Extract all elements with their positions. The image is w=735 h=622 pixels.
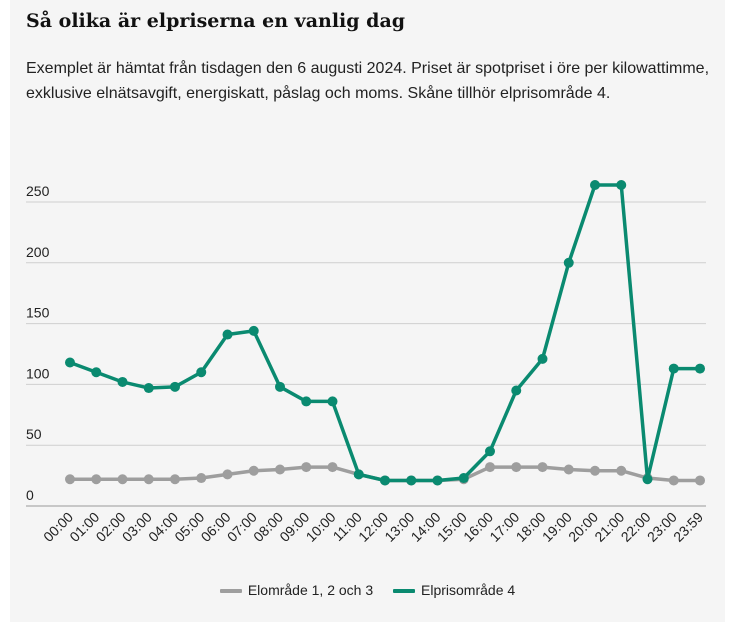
data-point-s2-5 — [196, 367, 207, 378]
data-point-s2-12 — [380, 475, 390, 486]
line-chart: 05010015020025000:0001:0002:0003:0004:00… — [26, 179, 706, 545]
y-tick-label-150: 150 — [26, 305, 50, 321]
chart-title: Så olika är elpriserna en vanlig dag — [26, 10, 406, 32]
legend-swatch-green — [393, 589, 416, 594]
data-point-s1-24 — [695, 475, 705, 486]
data-point-s1-10 — [327, 462, 338, 473]
legend-item-series-1[interactable]: Elområde 1, 2 och 3 — [219, 582, 374, 598]
data-point-s2-8 — [275, 381, 285, 392]
data-point-s2-16 — [485, 446, 495, 457]
data-point-s1-3 — [143, 474, 154, 485]
data-point-s1-2 — [117, 474, 128, 485]
y-tick-label-0: 0 — [26, 487, 34, 503]
data-point-s1-5 — [196, 473, 207, 484]
data-point-s1-19 — [563, 464, 574, 475]
y-tick-label-200: 200 — [26, 244, 50, 260]
data-point-s2-11 — [353, 469, 364, 480]
data-point-s1-8 — [275, 464, 285, 475]
chart-card: Så olika är elpriserna en vanlig dag Exe… — [10, 0, 725, 622]
data-point-s2-20 — [590, 179, 600, 190]
data-point-s1-1 — [91, 474, 102, 485]
data-point-s1-16 — [485, 462, 495, 473]
legend-item-series-2[interactable]: Elprisområde 4 — [393, 582, 515, 598]
series-line-2 — [68, 183, 702, 483]
x-tick-label-24: 23:59 — [670, 509, 706, 545]
data-point-s1-9 — [301, 462, 312, 473]
data-point-s1-17 — [511, 462, 522, 473]
chart-subtitle: Exemplet är hämtat från tisdagen den 6 a… — [26, 60, 710, 102]
data-point-s1-18 — [537, 462, 548, 473]
data-point-s2-23 — [668, 363, 679, 374]
legend-label-1: Elområde 1, 2 och 3 — [247, 582, 374, 598]
data-point-s2-18 — [537, 353, 548, 364]
data-point-s2-17 — [511, 385, 522, 396]
data-point-s2-0 — [65, 357, 75, 368]
data-point-s2-3 — [143, 383, 154, 394]
data-point-s1-23 — [668, 475, 679, 486]
data-point-s1-21 — [616, 465, 627, 476]
data-point-s1-0 — [65, 474, 75, 485]
data-point-s2-4 — [170, 381, 180, 392]
y-tick-label-50: 50 — [26, 426, 42, 442]
data-point-s1-6 — [222, 469, 233, 480]
x-tick-label-10: 10:00 — [303, 509, 339, 545]
data-point-s2-7 — [248, 325, 259, 336]
data-point-s2-24 — [695, 363, 705, 374]
data-point-s1-20 — [590, 465, 600, 476]
legend-label-2: Elprisområde 4 — [421, 582, 516, 598]
data-point-s2-15 — [458, 473, 469, 484]
data-point-s2-2 — [117, 376, 128, 387]
data-point-s2-9 — [301, 396, 312, 407]
y-tick-label-100: 100 — [26, 365, 50, 381]
legend-swatch-gray — [219, 589, 242, 594]
data-point-s2-1 — [91, 367, 102, 378]
data-point-s2-13 — [406, 475, 417, 486]
chart-legend: Elområde 1, 2 och 3 Elprisområde 4 — [10, 582, 725, 598]
data-point-s2-22 — [642, 474, 653, 485]
data-point-s2-14 — [432, 475, 443, 486]
data-point-s1-7 — [248, 465, 259, 476]
data-point-s2-19 — [563, 257, 574, 268]
data-point-s2-21 — [616, 179, 627, 190]
data-point-s1-4 — [170, 474, 180, 485]
data-point-s2-10 — [327, 396, 338, 407]
data-point-s2-6 — [222, 329, 233, 340]
y-tick-label-250: 250 — [26, 183, 50, 199]
